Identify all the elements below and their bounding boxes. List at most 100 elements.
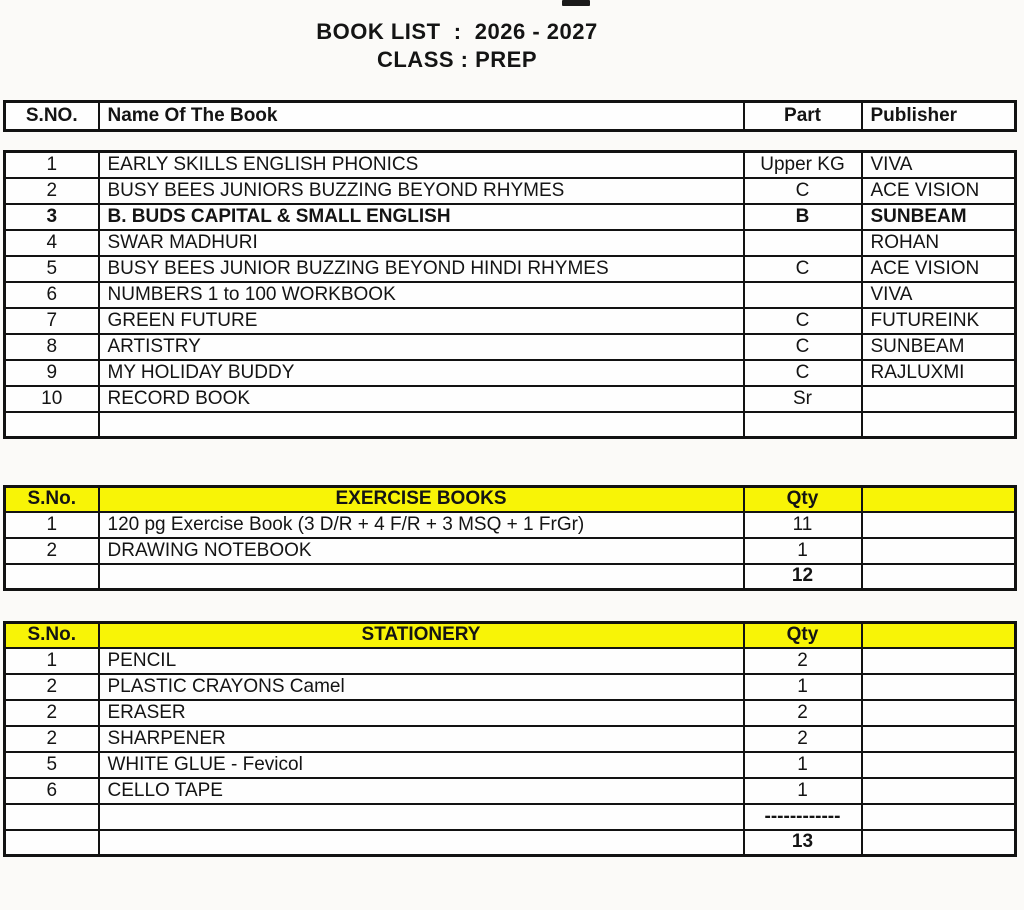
publisher-cell: VIVA (860, 150, 1017, 179)
exercise-books-table: S.No. EXERCISE BOOKS Qty 1 120 pg Exercis… (3, 485, 1017, 591)
blank-cell (860, 828, 1017, 857)
part-cell (742, 228, 863, 257)
page-subtitle: CLASS : PREP (376, 47, 538, 72)
qty-cell: ------------ (742, 802, 863, 831)
sno-cell: 2 (3, 724, 100, 753)
part-cell (742, 280, 863, 309)
table-row: 2 PLASTIC CRAYONS Camel 1 (3, 672, 1017, 701)
part-cell: C (742, 306, 863, 335)
publisher-cell: ACE VISION (860, 176, 1017, 205)
table-row: 2 BUSY BEES JUNIORS BUZZING BEYOND RHYMES… (3, 176, 1017, 205)
name-cell (97, 410, 745, 439)
name-cell: WHITE GLUE - Fevicol (97, 750, 745, 779)
name-cell: MY HOLIDAY BUDDY (97, 358, 745, 387)
name-cell: DRAWING NOTEBOOK (97, 536, 745, 565)
qty-cell: 2 (742, 698, 863, 727)
publisher-cell: VIVA (860, 280, 1017, 309)
sno-cell: 8 (3, 332, 100, 361)
header-row: S.NO. Name Of The Book Part Publisher (3, 100, 1017, 132)
sno-cell: 2 (3, 698, 100, 727)
publisher-cell: SUNBEAM (860, 202, 1017, 231)
table-row: 12 (3, 562, 1017, 591)
qty-cell: 12 (742, 562, 863, 591)
table-row: 8 ARTISTRY C SUNBEAM (3, 332, 1017, 361)
sno-cell: 5 (3, 254, 100, 283)
blank-cell (860, 802, 1017, 831)
blank-cell (860, 724, 1017, 753)
sno-cell: 5 (3, 750, 100, 779)
name-cell: GREEN FUTURE (97, 306, 745, 335)
table-row (3, 410, 1017, 439)
sno-cell: 10 (3, 384, 100, 413)
name-cell: ARTISTRY (97, 332, 745, 361)
page-title: BOOK LIST : 2026 - 2027 (316, 19, 598, 44)
qty-cell: 11 (742, 510, 863, 539)
column-header-sno: S.No. (3, 485, 100, 513)
part-cell: C (742, 358, 863, 387)
table-row: 5 WHITE GLUE - Fevicol 1 (3, 750, 1017, 779)
table-row: 13 (3, 828, 1017, 857)
table-row: 9 MY HOLIDAY BUDDY C RAJLUXMI (3, 358, 1017, 387)
qty-cell: 13 (742, 828, 863, 857)
sno-cell: 1 (3, 150, 100, 179)
name-cell: NUMBERS 1 to 100 WORKBOOK (97, 280, 745, 309)
section-title-stationery: STATIONERY (97, 621, 745, 649)
name-cell: 120 pg Exercise Book (3 D/R + 4 F/R + 3 … (97, 510, 745, 539)
table-row: 2 ERASER 2 (3, 698, 1017, 727)
name-cell: BUSY BEES JUNIOR BUZZING BEYOND HINDI RH… (97, 254, 745, 283)
column-header-blank (860, 621, 1017, 649)
column-header-blank (860, 485, 1017, 513)
sno-cell: 6 (3, 776, 100, 805)
publisher-cell: FUTUREINK (860, 306, 1017, 335)
name-cell: CELLO TAPE (97, 776, 745, 805)
book-list-header-table: S.NO. Name Of The Book Part Publisher (3, 100, 1017, 132)
table-row: 1 PENCIL 2 (3, 646, 1017, 675)
name-cell: PLASTIC CRAYONS Camel (97, 672, 745, 701)
part-cell: C (742, 332, 863, 361)
qty-cell: 1 (742, 536, 863, 565)
table-row: 6 NUMBERS 1 to 100 WORKBOOK VIVA (3, 280, 1017, 309)
name-cell: B. BUDS CAPITAL & SMALL ENGLISH (97, 202, 745, 231)
blank-cell (860, 750, 1017, 779)
exercise-header-row: S.No. EXERCISE BOOKS Qty (3, 485, 1017, 513)
publisher-cell (860, 410, 1017, 439)
sno-cell: 9 (3, 358, 100, 387)
column-header-name: Name Of The Book (97, 100, 745, 132)
blank-cell (860, 672, 1017, 701)
qty-cell: 2 (742, 724, 863, 753)
sno-cell: 2 (3, 536, 100, 565)
table-row: 1 EARLY SKILLS ENGLISH PHONICS Upper KG VIV… (3, 150, 1017, 179)
part-cell (742, 410, 863, 439)
sno-cell (3, 562, 100, 591)
sno-cell (3, 828, 100, 857)
name-cell: BUSY BEES JUNIORS BUZZING BEYOND RHYMES (97, 176, 745, 205)
name-cell: SWAR MADHURI (97, 228, 745, 257)
sno-cell (3, 410, 100, 439)
blank-cell (860, 536, 1017, 565)
part-cell: C (742, 254, 863, 283)
sno-cell: 2 (3, 672, 100, 701)
table-row: 3 B. BUDS CAPITAL & SMALL ENGLISH B SUNBEAM (3, 202, 1017, 231)
sno-cell: 7 (3, 306, 100, 335)
column-header-qty: Qty (742, 485, 863, 513)
blank-cell (860, 646, 1017, 675)
sno-cell (3, 802, 100, 831)
sno-cell: 3 (3, 202, 100, 231)
column-header-part: Part (742, 100, 863, 132)
column-header-sno: S.NO. (3, 100, 100, 132)
sno-cell: 1 (3, 510, 100, 539)
qty-cell: 1 (742, 776, 863, 805)
qty-cell: 1 (742, 750, 863, 779)
name-cell: EARLY SKILLS ENGLISH PHONICS (97, 150, 745, 179)
blank-cell (860, 776, 1017, 805)
qty-cell: 1 (742, 672, 863, 701)
sno-cell: 4 (3, 228, 100, 257)
part-cell: C (742, 176, 863, 205)
scan-artifact-mark (562, 0, 590, 6)
document-title-block: BOOK LIST : 2026 - 2027 CLASS : PREP (0, 18, 914, 74)
book-list-table: 1 EARLY SKILLS ENGLISH PHONICS Upper KG VIV… (3, 150, 1017, 439)
name-cell: SHARPENER (97, 724, 745, 753)
column-header-sno: S.No. (3, 621, 100, 649)
publisher-cell: ROHAN (860, 228, 1017, 257)
